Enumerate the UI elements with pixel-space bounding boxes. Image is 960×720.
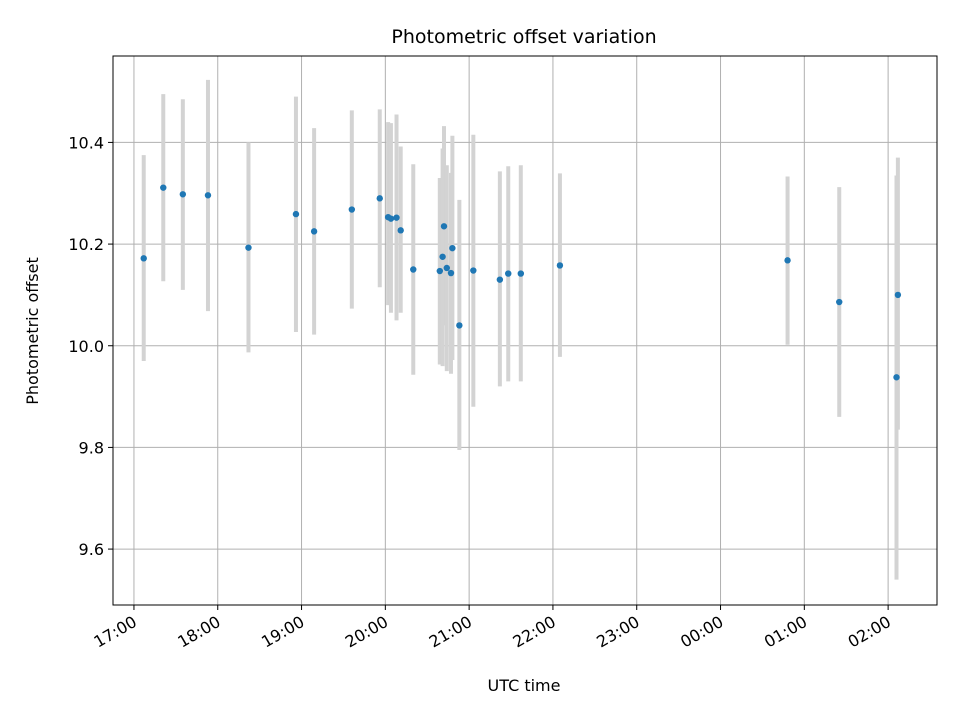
y-axis-label: Photometric offset (23, 257, 42, 405)
data-point (440, 223, 448, 230)
y-tick-label: 10.4 (68, 133, 104, 152)
data-point (376, 195, 383, 202)
data-point (393, 214, 400, 221)
data-point (436, 267, 444, 275)
data-point (410, 266, 417, 273)
y-tick-label: 9.8 (79, 438, 104, 457)
data-point (160, 184, 167, 191)
data-point (204, 192, 212, 199)
data-point (449, 244, 456, 252)
plot-frame (112, 55, 938, 606)
data-point (517, 270, 525, 277)
x-axis-label: UTC time (488, 676, 561, 695)
y-tick-label: 9.6 (79, 540, 104, 559)
data-point (292, 210, 300, 218)
y-tick-label: 10.0 (68, 337, 104, 356)
y-axis-ticks: 9.6 9.8 10.0 10.2 10.4 (68, 133, 113, 559)
point-layer (140, 184, 902, 381)
data-point (556, 262, 564, 269)
chart-title: Photometric offset variation (391, 26, 656, 48)
y-tick-label: 10.2 (68, 235, 104, 254)
data-point (179, 191, 187, 198)
data-point (894, 291, 902, 299)
data-point (447, 269, 455, 277)
data-point (443, 264, 450, 272)
data-point (496, 276, 504, 283)
data-point (893, 374, 900, 381)
data-point (140, 255, 147, 262)
data-point (348, 206, 356, 213)
data-point (387, 215, 395, 222)
data-point (439, 253, 446, 260)
data-point (836, 298, 843, 306)
data-point (397, 227, 404, 234)
data-point (245, 244, 252, 251)
grid-layer (113, 56, 937, 605)
data-point (470, 267, 477, 274)
data-point (310, 228, 318, 235)
data-point (505, 270, 512, 277)
data-point (784, 257, 791, 264)
data-point (456, 322, 463, 329)
